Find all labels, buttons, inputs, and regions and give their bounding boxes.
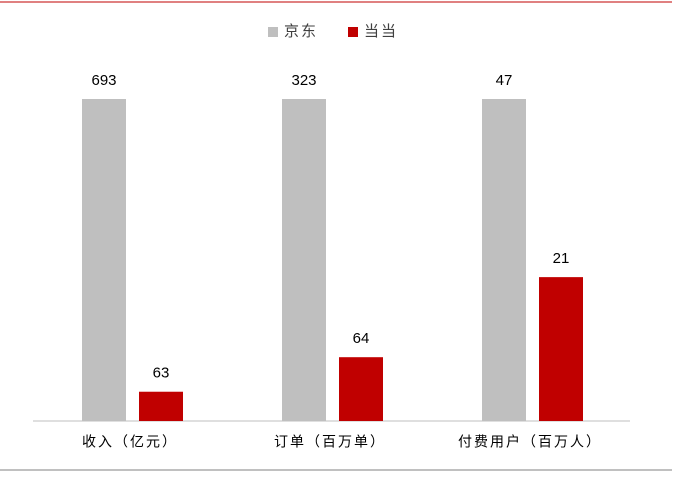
bar — [139, 391, 183, 421]
bar — [339, 357, 383, 421]
x-tick-label: 付费用户（百万人） — [458, 434, 602, 450]
legend-label: 当当 — [364, 23, 398, 40]
legend-swatch — [268, 27, 278, 37]
data-label: 693 — [91, 72, 116, 89]
legend-label: 京东 — [284, 23, 318, 40]
bar — [82, 99, 126, 421]
data-label: 21 — [553, 250, 570, 267]
bar — [539, 277, 583, 421]
x-tick-label: 收入（亿元） — [82, 434, 178, 450]
legend: 京东 当当 — [268, 23, 398, 40]
data-label: 63 — [153, 365, 170, 382]
x-tick-label: 订单（百万单） — [274, 434, 386, 450]
data-label: 64 — [353, 330, 370, 347]
legend-swatch — [348, 27, 358, 37]
bar — [282, 99, 326, 421]
data-label: 47 — [496, 72, 513, 89]
bar — [482, 99, 526, 421]
data-label: 323 — [291, 72, 316, 89]
